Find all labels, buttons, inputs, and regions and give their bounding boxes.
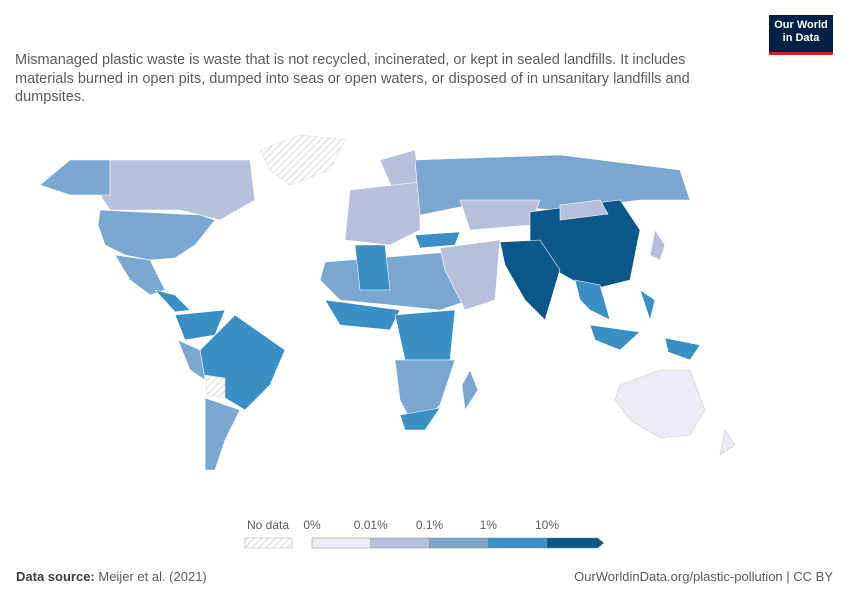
source[interactable]: Meijer et al. (2021)	[98, 569, 207, 584]
country[interactable]	[664, 337, 701, 361]
logo-line: Our World	[774, 19, 828, 31]
country[interactable]	[439, 239, 501, 311]
country[interactable]	[399, 407, 441, 431]
country[interactable]	[259, 134, 346, 186]
footer-link[interactable]: OurWorldinData.org/plastic-pollution | C…	[574, 569, 833, 584]
legend-label: 0%	[303, 518, 321, 532]
country[interactable]	[39, 159, 111, 196]
country[interactable]	[459, 199, 541, 231]
legend-no-data[interactable]	[244, 537, 293, 549]
legend-swatch[interactable]	[429, 537, 489, 549]
logo-line: in Data	[782, 32, 820, 44]
legend-label: No data	[247, 518, 289, 532]
country[interactable]	[499, 239, 561, 321]
country[interactable]	[324, 299, 401, 331]
country[interactable]	[719, 429, 736, 456]
country[interactable]	[639, 289, 656, 322]
legend-swatch[interactable]	[488, 537, 548, 549]
legend-swatch[interactable]	[370, 537, 430, 549]
country[interactable]	[177, 339, 206, 381]
country[interactable]	[414, 231, 461, 249]
legend-label: 1%	[480, 518, 498, 532]
legend-label: 0.01%	[354, 518, 388, 532]
country[interactable]	[559, 199, 609, 221]
legend-swatch	[546, 537, 605, 549]
country[interactable]	[649, 229, 666, 261]
subtitle: Mismanaged plastic waste is waste that i…	[15, 52, 690, 105]
country[interactable]	[97, 209, 216, 261]
country[interactable]	[204, 397, 241, 471]
countries	[39, 134, 736, 471]
country[interactable]	[344, 181, 421, 246]
footer-source: Data source: Meijer et al. (2021)	[16, 569, 207, 584]
country[interactable]	[574, 279, 611, 321]
legend-label: 0.1%	[416, 518, 444, 532]
country[interactable]	[414, 154, 691, 216]
source-label: Data source:	[16, 569, 95, 584]
legend: No data 0% 0.01% 0.1% 1% 10%	[244, 518, 605, 549]
country[interactable]	[204, 374, 226, 399]
legend-swatch[interactable]	[311, 537, 371, 549]
country[interactable]	[589, 324, 641, 351]
country[interactable]	[114, 254, 166, 296]
legend-label: 10%	[535, 518, 559, 532]
country[interactable]	[354, 244, 391, 291]
country[interactable]	[461, 369, 479, 411]
logo[interactable]: Our World in Data	[769, 15, 833, 55]
country[interactable]	[154, 289, 191, 313]
country[interactable]	[394, 309, 456, 361]
country[interactable]	[614, 369, 706, 439]
